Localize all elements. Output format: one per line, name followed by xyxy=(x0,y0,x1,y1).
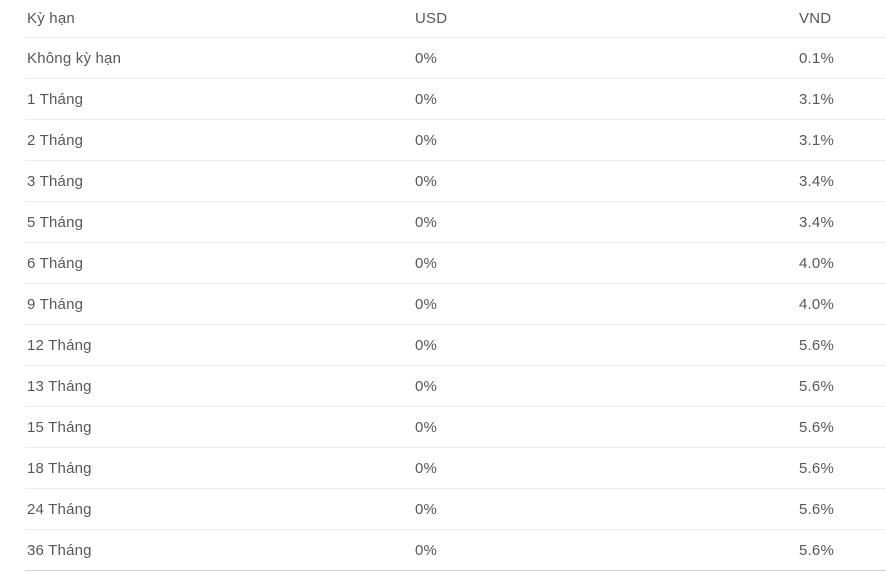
term-cell: 15 Tháng xyxy=(27,418,92,436)
usd-rate-cell: 0% xyxy=(415,172,438,190)
vnd-rate-cell: 5.6% xyxy=(799,418,834,436)
term-cell: Không kỳ hạn xyxy=(27,49,122,67)
table-row: 18 Tháng 0% 5.6% xyxy=(25,448,886,489)
vnd-rate-cell: 4.0% xyxy=(799,254,834,272)
table-header-row: Kỳ hạn USD VND xyxy=(25,0,886,38)
vnd-rate-cell: 3.1% xyxy=(799,90,834,108)
term-cell: 24 Tháng xyxy=(27,500,92,518)
table-row: 24 Tháng 0% 5.6% xyxy=(25,489,886,530)
vnd-rate-cell: 5.6% xyxy=(799,377,834,395)
term-cell: 18 Tháng xyxy=(27,459,92,477)
vnd-rate-cell: 5.6% xyxy=(799,459,834,477)
table-row: 13 Tháng 0% 5.6% xyxy=(25,366,886,407)
vnd-rate-cell: 3.4% xyxy=(799,172,834,190)
table-row: 2 Tháng 0% 3.1% xyxy=(25,120,886,161)
term-cell: 2 Tháng xyxy=(27,131,84,149)
term-cell: 12 Tháng xyxy=(27,336,92,354)
vnd-rate-cell: 3.4% xyxy=(799,213,834,231)
column-header-term: Kỳ hạn xyxy=(27,10,75,27)
usd-rate-cell: 0% xyxy=(415,377,438,395)
term-cell: 6 Tháng xyxy=(27,254,84,272)
vnd-rate-cell: 4.0% xyxy=(799,295,834,313)
column-header-usd: USD xyxy=(415,10,448,27)
vnd-rate-cell: 5.6% xyxy=(799,336,834,354)
usd-rate-cell: 0% xyxy=(415,459,438,477)
table-row: 15 Tháng 0% 5.6% xyxy=(25,407,886,448)
usd-rate-cell: 0% xyxy=(415,213,438,231)
usd-rate-cell: 0% xyxy=(415,500,438,518)
usd-rate-cell: 0% xyxy=(415,541,438,559)
term-cell: 1 Tháng xyxy=(27,90,84,108)
vnd-rate-cell: 5.6% xyxy=(799,541,834,559)
vnd-rate-cell: 3.1% xyxy=(799,131,834,149)
usd-rate-cell: 0% xyxy=(415,90,438,108)
usd-rate-cell: 0% xyxy=(415,254,438,272)
table-row: 1 Tháng 0% 3.1% xyxy=(25,79,886,120)
table-row: 3 Tháng 0% 3.4% xyxy=(25,161,886,202)
term-cell: 13 Tháng xyxy=(27,377,92,395)
usd-rate-cell: 0% xyxy=(415,131,438,149)
table-row: 36 Tháng 0% 5.6% xyxy=(25,530,886,571)
column-header-vnd: VND xyxy=(799,10,832,27)
usd-rate-cell: 0% xyxy=(415,295,438,313)
vnd-rate-cell: 5.6% xyxy=(799,500,834,518)
table-row: 12 Tháng 0% 5.6% xyxy=(25,325,886,366)
usd-rate-cell: 0% xyxy=(415,418,438,436)
table-body: Không kỳ hạn 0% 0.1% 1 Tháng 0% 3.1% 2 T… xyxy=(25,38,886,571)
term-cell: 5 Tháng xyxy=(27,213,84,231)
term-cell: 36 Tháng xyxy=(27,541,92,559)
table-row: 5 Tháng 0% 3.4% xyxy=(25,202,886,243)
usd-rate-cell: 0% xyxy=(415,336,438,354)
table-row: Không kỳ hạn 0% 0.1% xyxy=(25,38,886,79)
term-cell: 3 Tháng xyxy=(27,172,84,190)
table-row: 9 Tháng 0% 4.0% xyxy=(25,284,886,325)
usd-rate-cell: 0% xyxy=(415,49,438,67)
vnd-rate-cell: 0.1% xyxy=(799,49,834,67)
table-row: 6 Tháng 0% 4.0% xyxy=(25,243,886,284)
interest-rates-table: Kỳ hạn USD VND Không kỳ hạn 0% 0.1% 1 Th… xyxy=(25,0,886,571)
term-cell: 9 Tháng xyxy=(27,295,84,313)
